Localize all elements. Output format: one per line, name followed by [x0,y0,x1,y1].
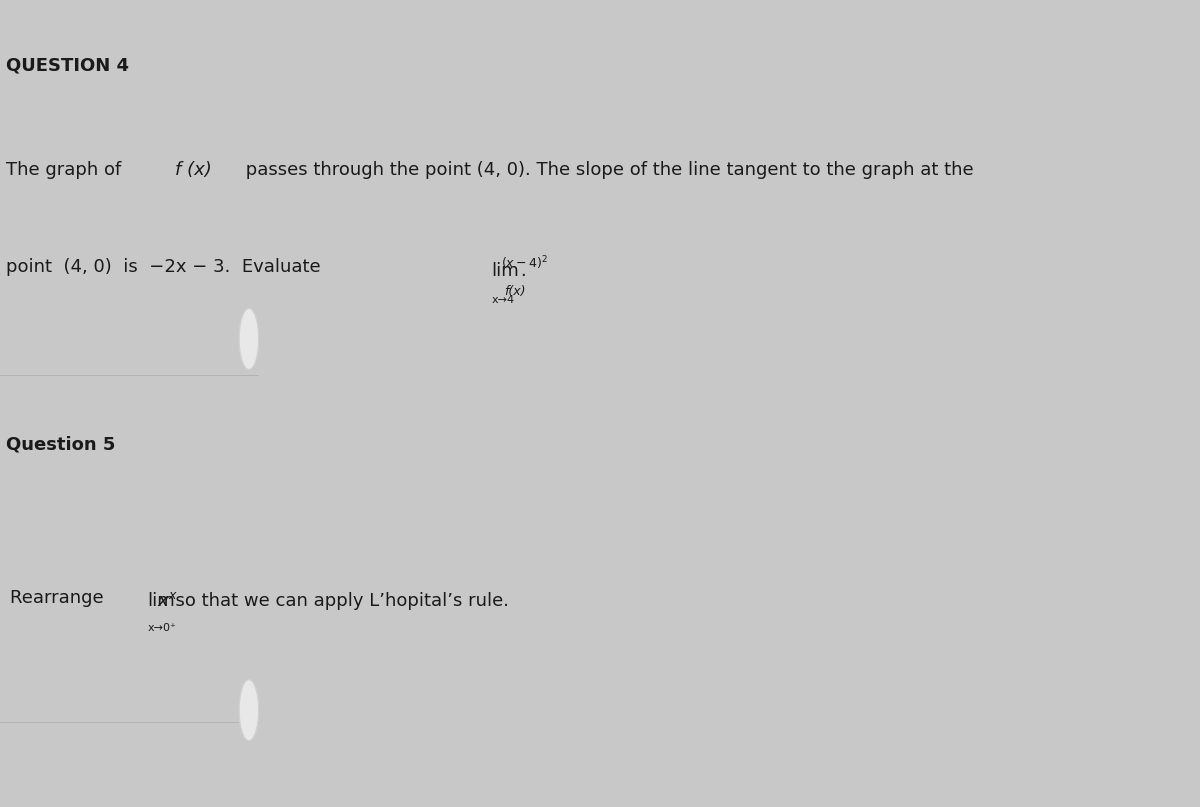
Text: f(x): f(x) [504,285,526,298]
Text: so that we can apply L’hopital’s rule.: so that we can apply L’hopital’s rule. [164,592,509,609]
Text: Question 5: Question 5 [6,436,116,454]
Text: lim: lim [492,262,520,280]
Text: Rearrange: Rearrange [11,589,115,607]
Text: passes through the point (4, 0). The slope of the line tangent to the graph at t: passes through the point (4, 0). The slo… [240,161,973,179]
Text: f (x): f (x) [175,161,211,179]
Text: $(x-4)^2$: $(x-4)^2$ [502,254,548,272]
Text: x→4: x→4 [492,295,515,304]
Circle shape [239,308,259,370]
Text: point  (4, 0)  is  −2x − 3.  Evaluate: point (4, 0) is −2x − 3. Evaluate [6,258,332,276]
Circle shape [239,679,259,741]
Text: The graph of: The graph of [6,161,127,179]
Text: $x^x$: $x^x$ [157,592,179,609]
Text: .: . [520,262,526,280]
Text: x→0⁺: x→0⁺ [148,623,176,633]
Text: lim: lim [148,592,175,609]
Text: QUESTION 4: QUESTION 4 [6,56,130,74]
